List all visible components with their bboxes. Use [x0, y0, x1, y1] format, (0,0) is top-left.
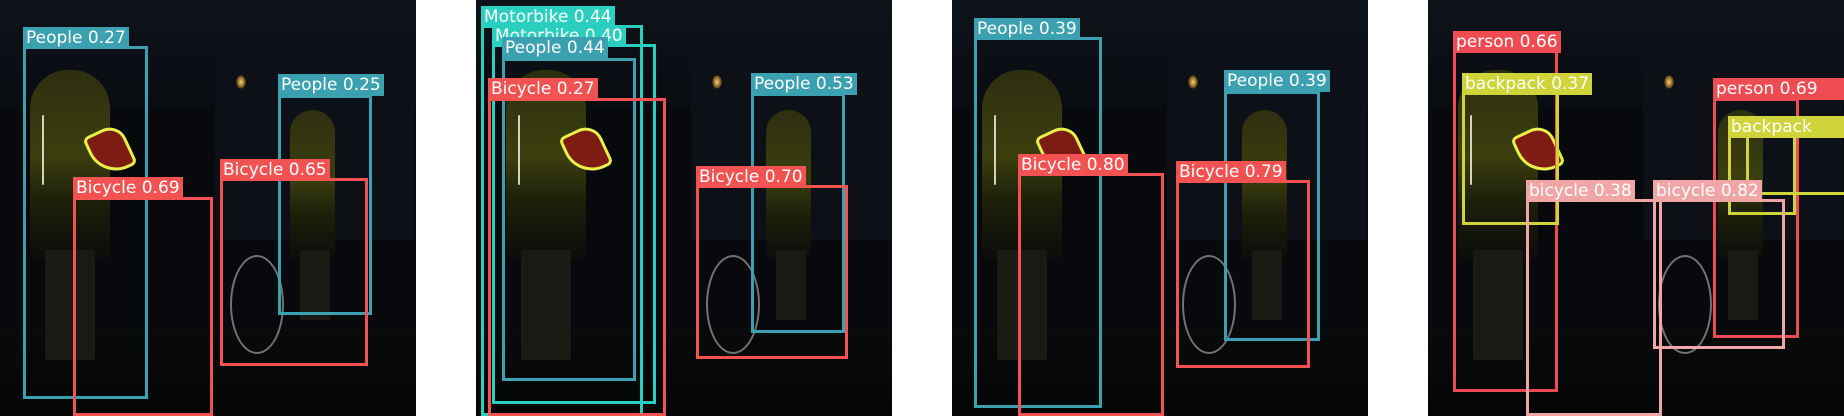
- bbox-label: People 0.27: [23, 27, 129, 49]
- bbox-label: People 0.39: [1224, 70, 1330, 92]
- bbox-label: Bicycle 0.70: [696, 166, 806, 188]
- detection-panel-3: People 0.39 People 0.39 Bicycle 0.80 Bic…: [952, 0, 1368, 416]
- bbox-bicycle: [1526, 199, 1662, 416]
- porch-lamp: [236, 75, 246, 89]
- bbox-label: person 0.69: [1713, 78, 1844, 100]
- night-scene-photo: [0, 0, 416, 416]
- bbox-bicycle: [220, 178, 368, 366]
- bbox-label: person 0.66: [1453, 31, 1561, 53]
- bbox-label: Motorbike 0.44: [481, 6, 615, 28]
- cyclist-right: [1242, 110, 1287, 260]
- bbox-label: People 0.44: [502, 37, 608, 59]
- bbox-label: bicycle 0.38: [1526, 180, 1635, 202]
- bbox-label: Bicycle 0.79: [1176, 161, 1286, 183]
- bbox-bicycle: [1018, 173, 1164, 416]
- bbox-label: Bicycle 0.80: [1018, 154, 1128, 176]
- bbox-label: People 0.25: [278, 74, 384, 96]
- bbox-label: Bicycle 0.65: [220, 159, 330, 181]
- bbox-label: Bicycle 0.69: [73, 177, 183, 199]
- bbox-label: backpack: [1728, 116, 1844, 138]
- bbox-people: [1224, 91, 1320, 341]
- bbox-bicycle: [696, 185, 848, 359]
- bbox-label: backpack 0.37: [1462, 73, 1593, 95]
- bbox-people: [502, 58, 636, 381]
- bbox-label: Bicycle 0.27: [488, 78, 598, 100]
- bbox-label: People 0.39: [974, 18, 1080, 40]
- bbox-label: bicycle 0.82: [1653, 180, 1762, 202]
- bbox-label: People 0.53: [751, 73, 857, 95]
- bbox-bicycle: [1176, 180, 1310, 368]
- porch-lamp: [1664, 75, 1674, 89]
- bbox-people: [278, 95, 372, 315]
- detection-panel-2: Bicycle 0.27 Motorbike 0.40 People 0.44 …: [476, 0, 892, 416]
- porch-lamp: [1188, 75, 1198, 89]
- bbox-bicycle: [488, 98, 666, 416]
- cyclist-right: [290, 110, 335, 260]
- bicycle-wheel: [230, 255, 284, 354]
- bicycle-wheel: [706, 255, 760, 354]
- porch-lamp: [712, 75, 722, 89]
- bbox-bicycle: [73, 197, 213, 416]
- bicycle-wheel: [1182, 255, 1236, 354]
- bbox-bicycle: [1653, 199, 1785, 349]
- detection-panel-1: People 0.27 People 0.25 Bicycle 0.65 Bic…: [0, 0, 416, 416]
- detection-panel-4: person 0.66 backpack 0.37 person 0.69 ba…: [1428, 0, 1844, 416]
